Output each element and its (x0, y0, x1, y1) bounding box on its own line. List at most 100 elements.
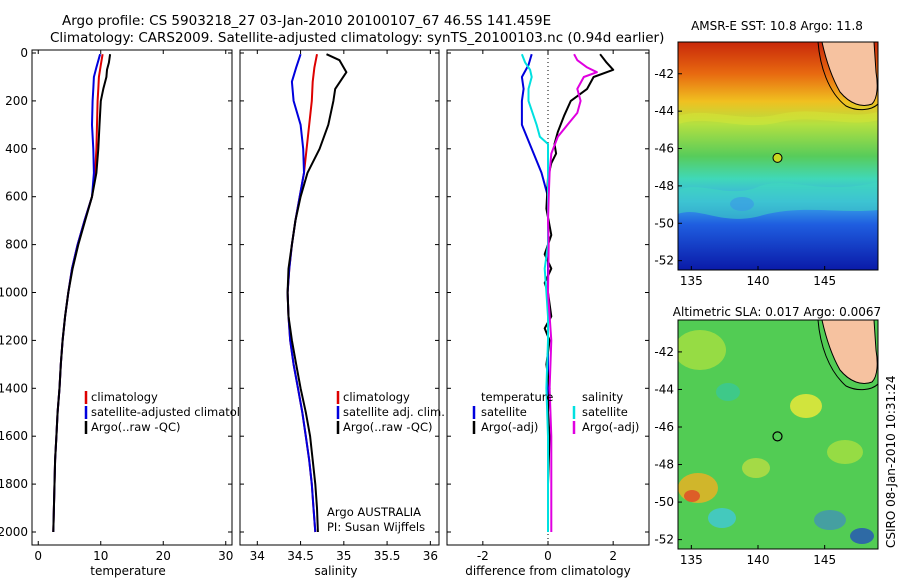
y-tick-label: 1800 (0, 477, 28, 491)
difference-x-ticks: -2 0 2 (477, 50, 617, 563)
y-tick-label: -48 (654, 179, 674, 193)
sla-anomaly (790, 394, 822, 418)
temperature-x-ticks: 0 10 20 30 (34, 50, 233, 563)
sla-map-frame (677, 319, 879, 550)
legend-label-temp-satellite: satellite (481, 405, 527, 419)
y-tick-label: 200 (5, 94, 28, 108)
y-tick-label: 1400 (0, 381, 28, 395)
sla-anomaly (850, 528, 874, 544)
series-line-argo-raw-qc (286, 53, 348, 533)
y-tick-label: 0 (20, 46, 28, 60)
x-tick-label: -2 (477, 549, 489, 563)
salinity-axes-frame (239, 49, 440, 546)
difference-y-ticks (447, 52, 649, 533)
y-tick-label: -44 (654, 382, 674, 396)
sst-map-frame (677, 41, 879, 271)
y-tick-label: 800 (5, 238, 28, 252)
y-tick-label: -42 (654, 67, 674, 81)
x-tick-label: 0 (544, 549, 552, 563)
series-line-temperature-argo-adj (543, 53, 615, 532)
series-line-salinity-argo-adj (547, 53, 598, 532)
difference-series (520, 53, 615, 532)
figure-title-line-2: Climatology: CARS2009. Satellite-adjuste… (50, 30, 664, 46)
y-tick-label: -50 (654, 495, 674, 509)
salinity-panel: 34 34.5 35 35.5 36 salinity climatology sate… (239, 49, 445, 578)
salinity-y-ticks (240, 52, 439, 533)
legend-label-temp-argo: Argo(-adj) (481, 420, 538, 434)
legend-label-argo: Argo(..raw -QC) (343, 420, 433, 434)
x-tick-label: 135 (680, 274, 703, 288)
sla-anomaly (814, 510, 846, 530)
y-tick-label: -48 (654, 458, 674, 472)
y-tick-label: 400 (5, 142, 28, 156)
sla-anomaly (827, 440, 863, 464)
legend-label-sal-argo: Argo(-adj) (582, 420, 639, 434)
y-tick-label: 2000 (0, 525, 28, 539)
x-tick-label: 0 (34, 549, 42, 563)
sla-x-ticks: 135 140 145 (680, 545, 836, 567)
y-tick-label: -44 (654, 104, 674, 118)
legend-heading-salinity: salinity (582, 390, 623, 404)
sla-anomaly (716, 383, 740, 401)
difference-x-label: difference from climatology (465, 564, 631, 578)
legend-label-climatology: climatology (343, 390, 410, 404)
sst-x-ticks: 135 140 145 (680, 266, 836, 288)
temperature-legend: climatology satellite-adjusted climatolo… (84, 390, 261, 434)
x-tick-label: 10 (93, 549, 108, 563)
series-line-argo-raw-qc (52, 54, 112, 533)
y-tick-label: 1600 (0, 429, 28, 443)
x-tick-label: 35.5 (374, 549, 401, 563)
sla-anomaly (678, 330, 726, 370)
sst-cold-eddy (730, 197, 754, 211)
x-tick-label: 2 (609, 549, 617, 563)
sla-anomaly (684, 490, 700, 502)
x-tick-label: 30 (218, 549, 233, 563)
legend-label-satellite: satellite-adjusted climatology (91, 405, 261, 419)
y-tick-label: 1200 (0, 333, 28, 347)
tasmania-land (821, 320, 878, 384)
csiro-timestamp: CSIRO 08-Jan-2010 10:31:24 (884, 376, 898, 548)
sla-float-marker (772, 431, 783, 442)
y-tick-label: -42 (654, 345, 674, 359)
x-tick-label: 140 (747, 553, 770, 567)
series-line-salinity-satellite (520, 53, 549, 532)
x-tick-label: 35 (336, 549, 351, 563)
credit-argo-australia: Argo AUSTRALIA (327, 505, 421, 519)
sst-map-panel: AMSR-E SST: 10.8 Argo: 11.8 -42 -44 -46 -48… (654, 19, 879, 288)
sst-front (678, 111, 878, 126)
sla-map-panel: Altimetric SLA: 0.017 Argo: 0.0067 -42 -4… (654, 305, 881, 567)
y-tick-label: 1000 (0, 286, 28, 300)
y-tick-label: -46 (654, 420, 674, 434)
figure-title-line-1: Argo profile: CS 5903218_27 03-Jan-2010 … (62, 13, 551, 29)
x-tick-label: 140 (747, 274, 770, 288)
legend-label-argo: Argo(..raw -QC) (91, 420, 181, 434)
difference-legend: temperature satellite Argo(-adj) salinit… (472, 390, 639, 434)
sst-map-title: AMSR-E SST: 10.8 Argo: 11.8 (691, 19, 863, 33)
sla-map-title: Altimetric SLA: 0.017 Argo: 0.0067 (673, 305, 881, 319)
salinity-legend: climatology satellite adj. clim. Argo(..… (336, 390, 445, 434)
y-tick-label: -50 (654, 216, 674, 230)
x-tick-label: 20 (156, 549, 171, 563)
sst-float-marker (772, 152, 783, 163)
temperature-x-label: temperature (90, 564, 165, 578)
x-tick-label: 145 (813, 553, 836, 567)
sla-anomaly (708, 508, 736, 528)
salinity-x-label: salinity (314, 564, 357, 578)
x-tick-label: 34.5 (287, 549, 314, 563)
sla-anomaly (742, 458, 770, 478)
sla-bathymetry-contour (817, 320, 878, 391)
legend-label-satellite: satellite adj. clim. (343, 405, 445, 419)
salinity-series (286, 53, 348, 533)
sst-y-ticks: -42 -44 -46 -48 -50 -52 (654, 67, 682, 268)
legend-label-sal-satellite: satellite (582, 405, 628, 419)
temperature-y-ticks: 0 200 400 600 800 1000 1200 1400 1600 1800 2000 (0, 46, 232, 539)
difference-panel: -2 0 2 difference from climatology tempera… (446, 49, 650, 578)
sst-eddy-band (678, 182, 878, 219)
tasmania-land (821, 42, 878, 106)
sst-bathymetry-contour (817, 42, 878, 111)
x-tick-label: 34 (250, 549, 265, 563)
credit-pi: PI: Susan Wijffels (327, 520, 425, 534)
temperature-series (52, 53, 112, 533)
salinity-x-ticks: 34 34.5 35 35.5 36 (250, 50, 438, 563)
